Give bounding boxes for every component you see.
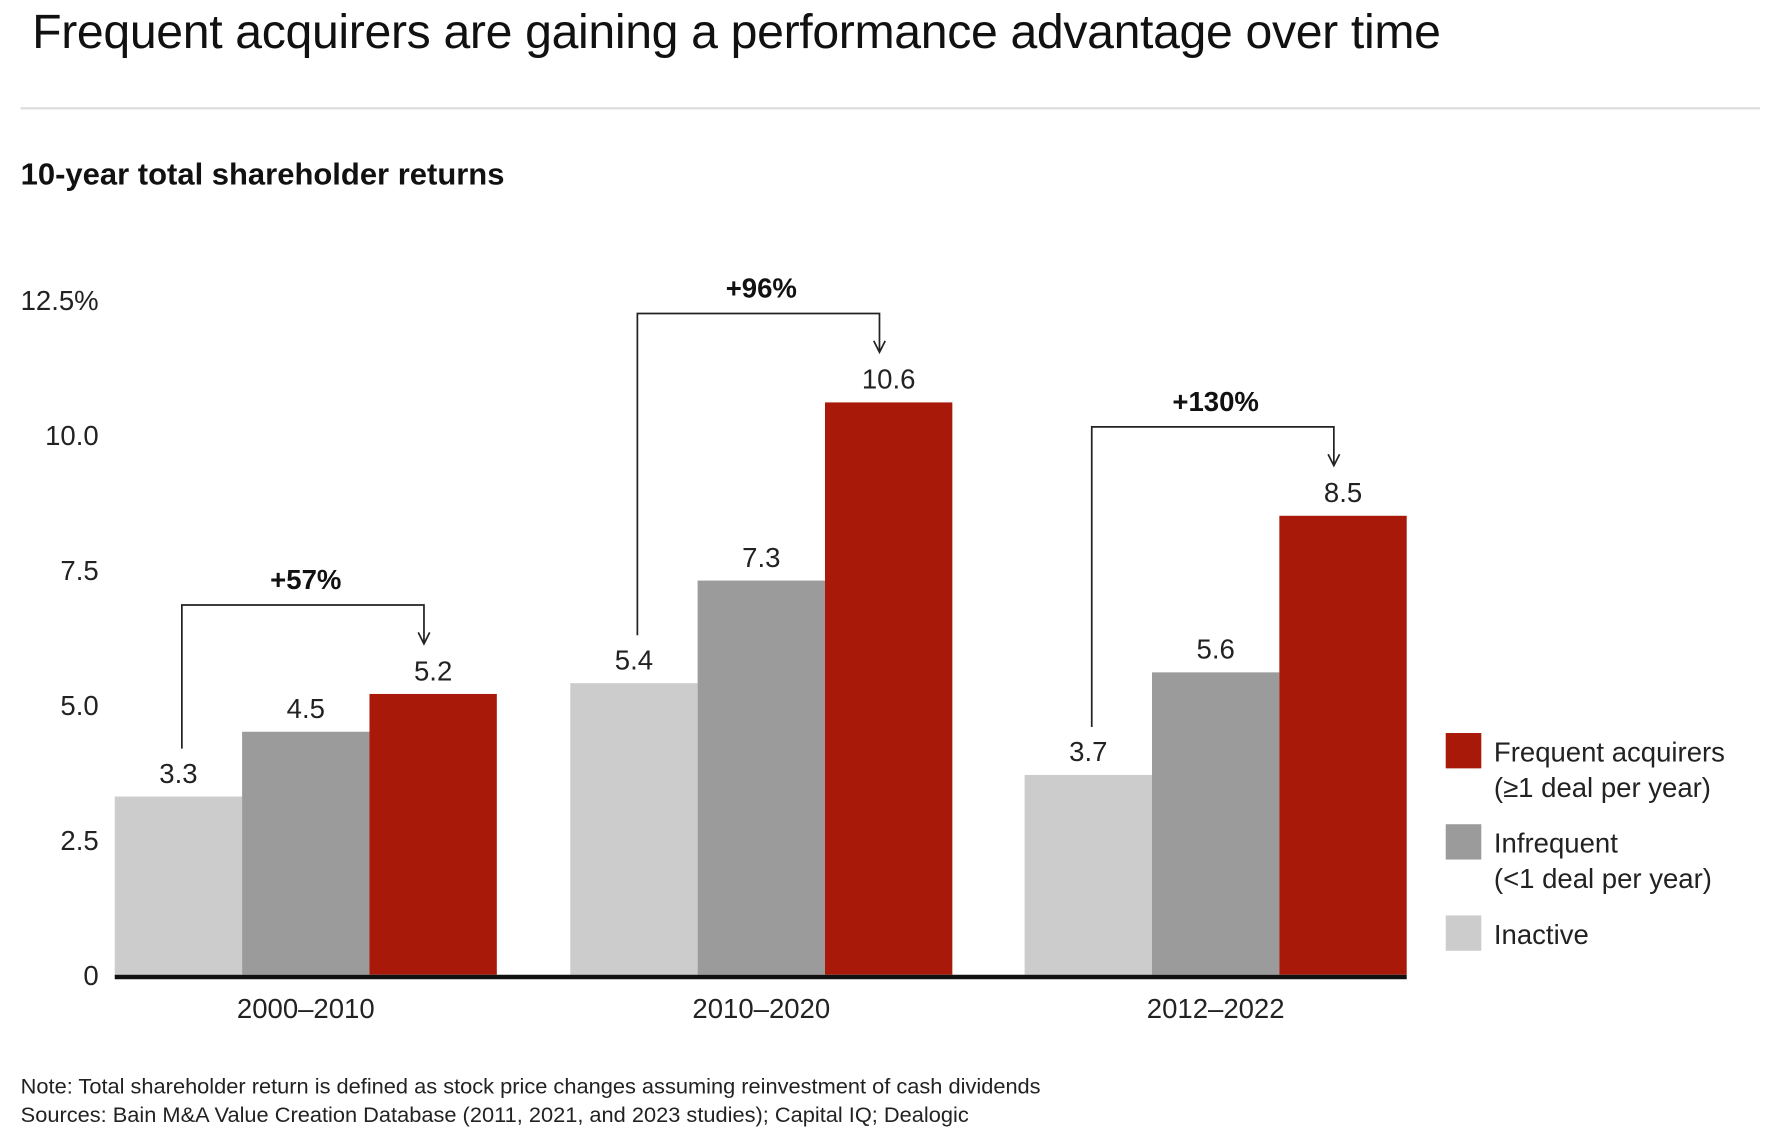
y-tick-label: 12.5%	[21, 285, 99, 316]
growth-annotation: +96%	[726, 273, 797, 304]
data-label: 5.6	[1197, 634, 1235, 665]
chart-note: Note: Total shareholder return is define…	[20, 1075, 1041, 1099]
legend-label: Inactive	[1494, 919, 1589, 950]
bar	[1279, 515, 1407, 975]
legend-sublabel: (<1 deal per year)	[1494, 863, 1712, 894]
growth-annotation: +130%	[1172, 386, 1258, 417]
bar	[570, 683, 698, 975]
data-label: 5.2	[414, 655, 452, 686]
bracket-line	[636, 312, 881, 636]
arrow-icon	[872, 340, 886, 355]
arrow-icon	[417, 632, 431, 646]
page-title: Frequent acquirers are gaining a perform…	[32, 4, 1441, 59]
bar	[824, 402, 953, 975]
bracket-line	[1090, 426, 1335, 728]
bar	[242, 731, 370, 975]
data-label: 5.4	[615, 645, 653, 676]
legend-label: Infrequent	[1494, 828, 1618, 859]
bar	[114, 796, 243, 975]
legend-label: Frequent acquirers	[1494, 737, 1725, 768]
bar	[697, 580, 825, 975]
x-tick-label: 2000–2010	[237, 993, 375, 1024]
legend-sublabel: (≥1 deal per year)	[1494, 772, 1711, 803]
y-tick-label: 2.5	[60, 825, 98, 856]
x-tick-label: 2012–2022	[1147, 993, 1285, 1024]
chart-title: 10-year total shareholder returns	[20, 157, 505, 192]
title-divider	[20, 107, 1761, 110]
data-label: 7.3	[742, 542, 780, 573]
legend-swatch	[1445, 733, 1482, 769]
data-label: 8.5	[1324, 477, 1362, 508]
bar	[369, 693, 497, 975]
legend-swatch	[1445, 915, 1482, 951]
y-tick-label: 10.0	[45, 420, 99, 451]
data-label: 3.3	[159, 758, 197, 789]
y-tick-label: 5.0	[60, 690, 98, 721]
y-tick-label: 0	[83, 960, 98, 991]
bracket-line	[181, 604, 425, 749]
x-tick-label: 2010–2020	[692, 993, 830, 1024]
legend-swatch	[1445, 824, 1482, 860]
chart-sources: Sources: Bain M&A Value Creation Databas…	[20, 1103, 969, 1128]
growth-annotation: +57%	[270, 564, 341, 595]
data-label: 10.6	[862, 364, 916, 395]
y-tick-label: 7.5	[60, 555, 98, 586]
arrow-icon	[1327, 453, 1341, 468]
bar	[1024, 774, 1152, 975]
data-label: 3.7	[1069, 736, 1107, 767]
bar	[1151, 672, 1280, 975]
data-label: 4.5	[287, 693, 325, 724]
